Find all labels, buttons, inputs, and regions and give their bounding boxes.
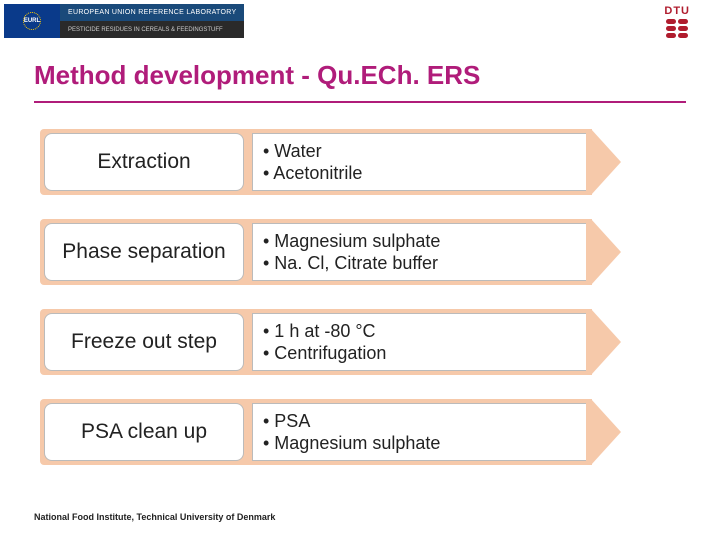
lab-banner-bottom: PESTICIDE RESIDUES IN CEREALS & FEEDINGS… xyxy=(60,21,244,38)
arrow-head-icon xyxy=(591,129,621,195)
step-bullet: • PSA xyxy=(263,410,578,433)
step-row: Extraction• Water• Acetonitrile xyxy=(40,129,620,195)
eurl-label: EURL xyxy=(24,18,40,24)
top-bar: EURL EUROPEAN UNION REFERENCE LABORATORY… xyxy=(0,0,720,42)
step-details: • Water• Acetonitrile xyxy=(252,133,586,191)
arrow-head-icon xyxy=(591,219,621,285)
step-row: PSA clean up• PSA• Magnesium sulphate xyxy=(40,399,620,465)
content: Method development - Qu.ECh. ERS Extract… xyxy=(0,42,720,465)
step-bullet: • Magnesium sulphate xyxy=(263,432,578,455)
dtu-text: DTU xyxy=(664,5,690,17)
steps-container: Extraction• Water• AcetonitrilePhase sep… xyxy=(34,129,686,465)
step-bullet: • 1 h at -80 °C xyxy=(263,320,578,343)
arrow-head-icon xyxy=(591,309,621,375)
step-bullet: • Water xyxy=(263,140,578,163)
eurl-badge: EURL xyxy=(4,4,60,38)
lab-banner: EUROPEAN UNION REFERENCE LABORATORY PEST… xyxy=(60,4,244,38)
step-bullet: • Centrifugation xyxy=(263,342,578,365)
dtu-logo: DTU xyxy=(664,5,690,38)
footer-text: National Food Institute, Technical Unive… xyxy=(34,512,275,522)
step-details: • PSA• Magnesium sulphate xyxy=(252,403,586,461)
dtu-dot xyxy=(666,26,676,31)
step-row: Phase separation• Magnesium sulphate• Na… xyxy=(40,219,620,285)
step-bullet: • Acetonitrile xyxy=(263,162,578,185)
dtu-marks-icon xyxy=(666,19,688,38)
top-left-logos: EURL EUROPEAN UNION REFERENCE LABORATORY… xyxy=(4,4,244,38)
lab-banner-top: EUROPEAN UNION REFERENCE LABORATORY xyxy=(60,4,244,21)
dtu-dot xyxy=(666,19,676,24)
dtu-dot xyxy=(678,26,688,31)
arrow-head-icon xyxy=(591,399,621,465)
slide-title: Method development - Qu.ECh. ERS xyxy=(34,60,686,103)
step-label: Freeze out step xyxy=(44,313,244,371)
step-row: Freeze out step• 1 h at -80 °C• Centrifu… xyxy=(40,309,620,375)
step-details: • 1 h at -80 °C• Centrifugation xyxy=(252,313,586,371)
dtu-dot xyxy=(666,33,676,38)
dtu-dot xyxy=(678,19,688,24)
step-details: • Magnesium sulphate• Na. Cl, Citrate bu… xyxy=(252,223,586,281)
step-label: PSA clean up xyxy=(44,403,244,461)
step-bullet: • Magnesium sulphate xyxy=(263,230,578,253)
eu-stars-icon: EURL xyxy=(23,12,41,30)
step-label: Phase separation xyxy=(44,223,244,281)
step-bullet: • Na. Cl, Citrate buffer xyxy=(263,252,578,275)
dtu-dot xyxy=(678,33,688,38)
step-label: Extraction xyxy=(44,133,244,191)
